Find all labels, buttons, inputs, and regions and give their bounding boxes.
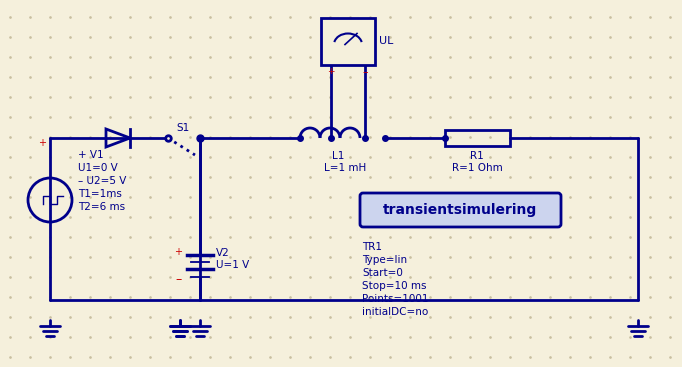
Text: U1=0 V: U1=0 V (78, 163, 118, 173)
Text: R=1 Ohm: R=1 Ohm (451, 163, 503, 173)
Text: Start=0: Start=0 (362, 268, 403, 278)
Bar (321, 18, 375, 65)
Text: V2: V2 (216, 248, 230, 258)
Text: UL: UL (379, 36, 394, 47)
Text: L=1 mH: L=1 mH (324, 163, 366, 173)
Text: T2=6 ms: T2=6 ms (78, 202, 125, 212)
Text: S1: S1 (176, 123, 189, 133)
Text: initialDC=no: initialDC=no (362, 307, 428, 317)
Text: Type=lin: Type=lin (362, 255, 407, 265)
Text: R1: R1 (470, 151, 484, 161)
Text: U=1 V: U=1 V (216, 260, 249, 270)
Text: T1=1ms: T1=1ms (78, 189, 122, 199)
Text: transientsimulering: transientsimulering (383, 203, 537, 217)
Text: +: + (174, 247, 182, 257)
Text: TR1: TR1 (362, 242, 382, 252)
Text: + V1: + V1 (78, 150, 104, 160)
Text: – U2=5 V: – U2=5 V (78, 176, 126, 186)
Text: Stop=10 ms: Stop=10 ms (362, 281, 426, 291)
Text: –: – (362, 67, 368, 77)
Bar (445, 130, 510, 146)
Text: –: – (176, 273, 182, 287)
Text: +: + (327, 67, 335, 76)
Text: Points=1001: Points=1001 (362, 294, 428, 304)
Text: +: + (38, 138, 46, 148)
FancyBboxPatch shape (360, 193, 561, 227)
Text: L1: L1 (332, 151, 344, 161)
